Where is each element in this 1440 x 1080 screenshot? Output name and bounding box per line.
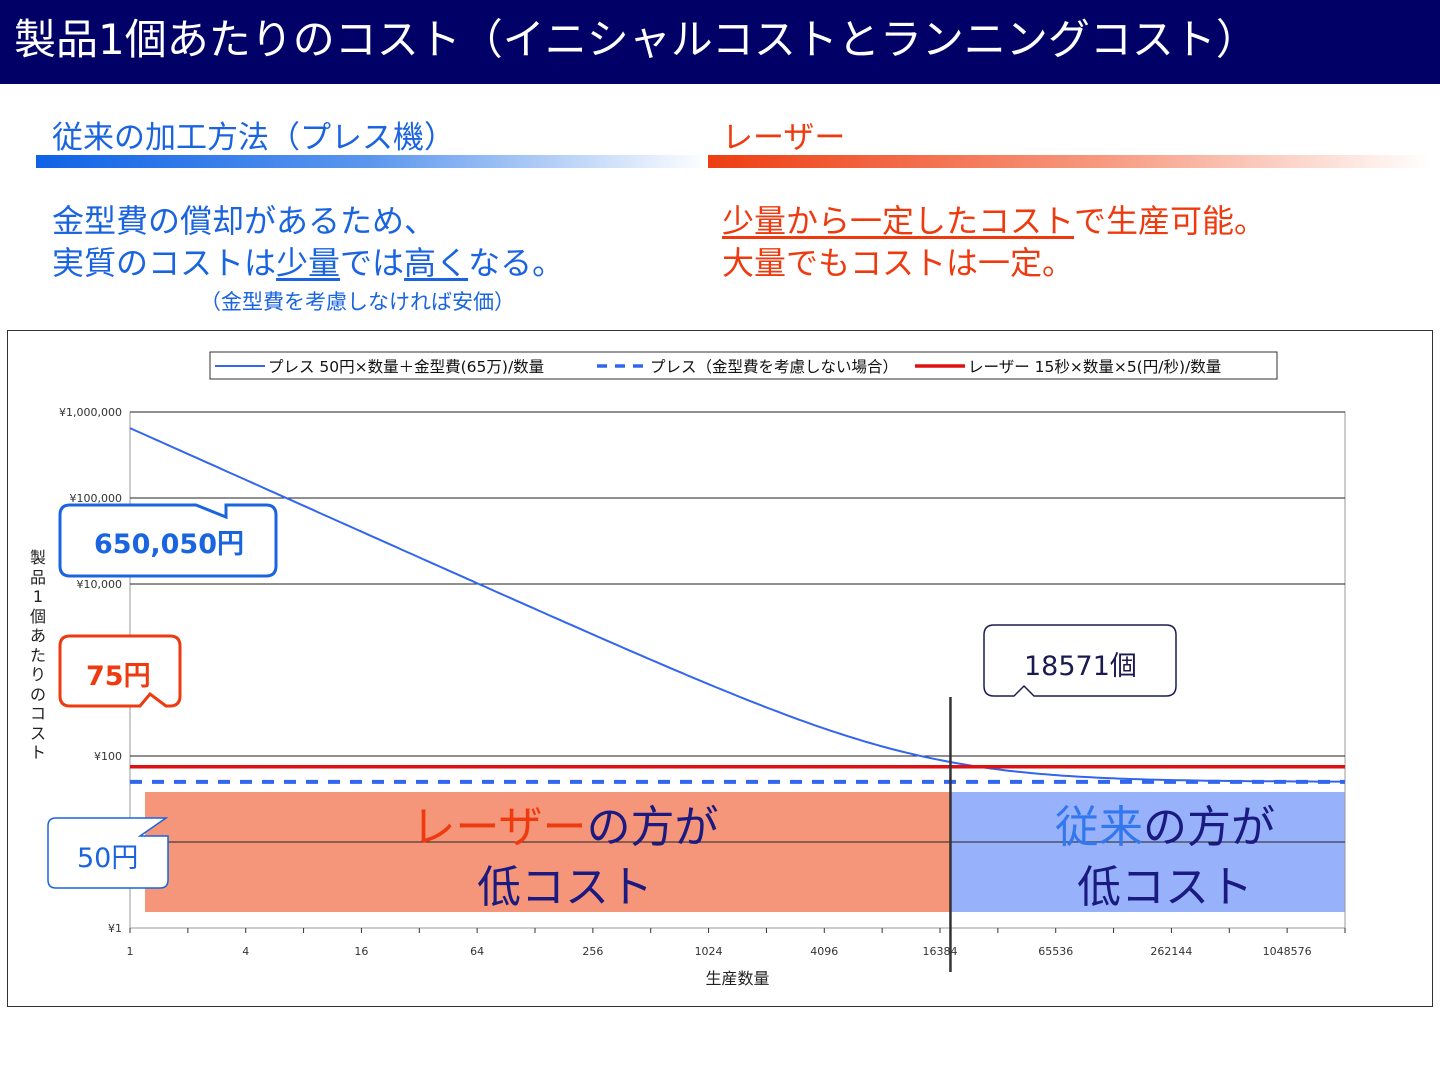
laser-zone-line2: 低コスト (477, 862, 653, 913)
laser-zone (145, 792, 951, 912)
text-fragment: 実質のコストは (52, 244, 277, 282)
underlined-constant-cost: 少量から一定したコスト (722, 202, 1075, 240)
press-zone-keyword: 従来 (1055, 802, 1143, 853)
press-zone-line2: 低コスト (1077, 862, 1253, 913)
underlined-expensive: 高く (404, 244, 469, 282)
text-fragment: では (340, 244, 405, 282)
y-tick-label: ¥1,000,000 (59, 406, 122, 419)
x-tick-label: 1 (127, 945, 134, 958)
page-title: 製品1個あたりのコスト（イニシャルコストとランニングコスト） (14, 15, 1258, 64)
y-tick-label: ¥1 (108, 922, 122, 935)
laser-heading: レーザー (722, 120, 846, 156)
legend-label: プレス（金型費を考慮しない場合） (650, 358, 898, 376)
laser-heading-underline (708, 155, 1430, 168)
x-tick-label: 16384 (923, 945, 958, 958)
press-description: 金型費の償却があるため、 実質のコストは少量では高くなる。 (52, 200, 564, 284)
press-zone-suffix: の方が (1143, 802, 1275, 853)
press-description-line1: 金型費の償却があるため、 (52, 202, 437, 240)
underlined-small-quantity: 少量 (276, 244, 341, 282)
text-fragment: なる。 (468, 244, 565, 282)
laser-zone-keyword: レーザー (411, 802, 587, 853)
laser-description: 少量から一定したコストで生産可能。 大量でもコストは一定。 (722, 200, 1266, 284)
callout-press-initial (58, 503, 278, 578)
laser-description-line2: 大量でもコストは一定。 (722, 244, 1075, 282)
y-tick-label: ¥100,000 (70, 492, 123, 505)
x-tick-label: 16 (354, 945, 368, 958)
text-fragment: で生産可能。 (1074, 202, 1267, 240)
press-zone-line1: 従来の方が (986, 800, 1344, 856)
press-zone (950, 792, 1345, 912)
x-tick-label: 64 (470, 945, 484, 958)
legend-label: レーザー 15秒×数量×5(円/秒)/数量 (968, 358, 1221, 376)
series-line-press (129, 427, 1346, 783)
y-tick-label: ¥100 (94, 750, 122, 763)
laser-zone-line1: レーザーの方が (300, 800, 830, 856)
press-heading: 従来の加工方法（プレス機） (52, 120, 455, 156)
x-axis-label: 生産数量 (705, 969, 769, 988)
title-bar: 製品1個あたりのコスト（イニシャルコストとランニングコスト） (0, 0, 1440, 84)
x-tick-label: 256 (582, 945, 603, 958)
callout-press-cost (47, 817, 169, 889)
press-description-line2: 実質のコストは少量では高くなる。 (52, 242, 564, 284)
callout-laser-cost (58, 634, 182, 708)
press-note: （金型費を考慮しなければ安価） (200, 290, 515, 314)
callout-press-cost-text: 50円 (77, 843, 139, 874)
laser-description-line1: 少量から一定したコストで生産可能。 (722, 200, 1266, 242)
laser-zone-text: レーザーの方が 低コスト (300, 800, 830, 916)
callout-breakeven-text: 18571個 (1024, 651, 1137, 682)
legend-label: プレス 50円×数量＋金型費(65万)/数量 (268, 358, 544, 376)
x-tick-label: 262144 (1150, 945, 1192, 958)
legend-box (209, 351, 1278, 380)
laser-zone-suffix: の方が (586, 802, 719, 853)
press-heading-underline (36, 155, 708, 168)
x-tick-label: 1048576 (1263, 945, 1312, 958)
x-tick-label: 65536 (1038, 945, 1073, 958)
callout-press-initial-text: 650,050円 (94, 529, 244, 560)
press-zone-text: 従来の方が 低コスト (986, 800, 1344, 916)
x-tick-label: 4 (242, 945, 249, 958)
x-tick-label: 1024 (695, 945, 723, 958)
y-tick-label: ¥10,000 (77, 578, 123, 591)
x-tick-label: 4096 (810, 945, 838, 958)
callout-breakeven (983, 624, 1177, 697)
callout-laser-cost-text: 75円 (86, 661, 151, 692)
